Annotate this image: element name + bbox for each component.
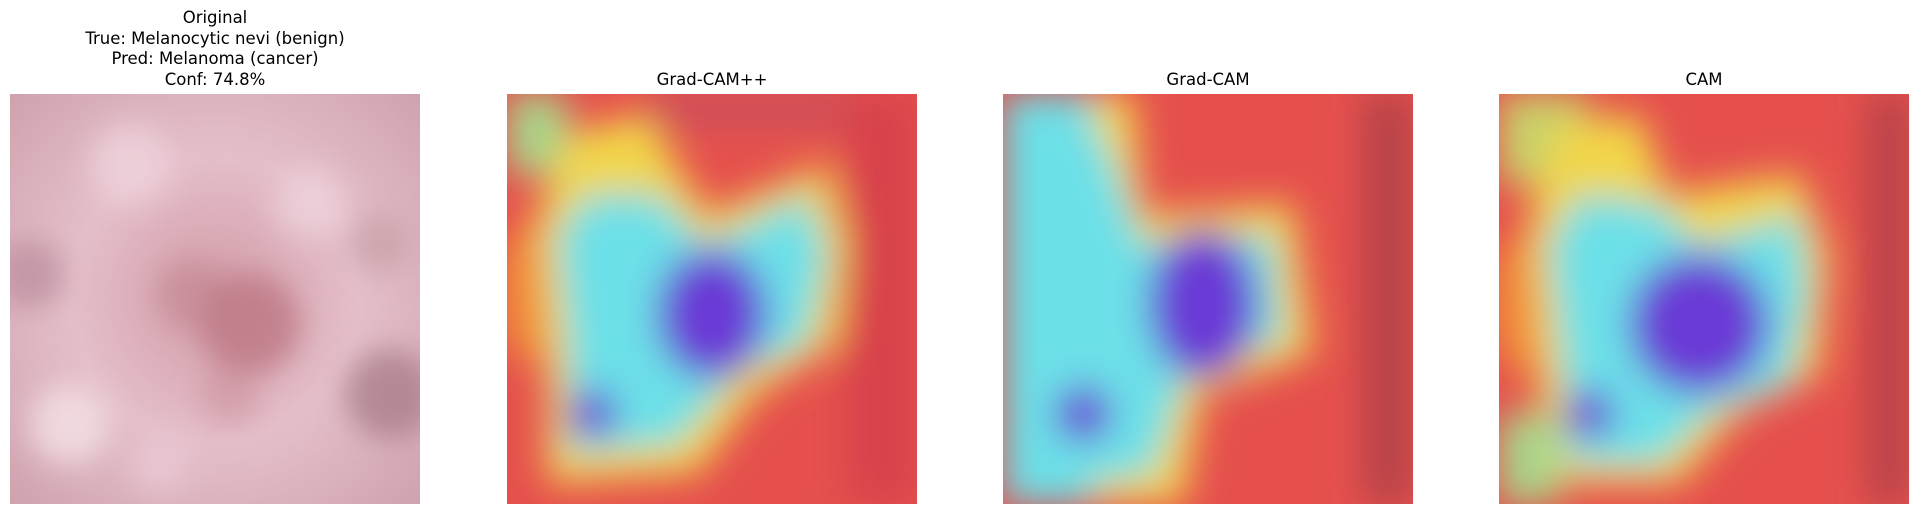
title-line-pred-label: Pred: Melanoma (cancer) [111, 49, 319, 68]
gradcampp-title: Grad-CAM++ [656, 70, 768, 89]
gradcampp-heatmap [507, 94, 917, 504]
gradcampp-heatmap-image [507, 94, 917, 504]
gradcam-heatmap [1003, 94, 1413, 504]
gradcam-title: Grad-CAM [1166, 70, 1250, 89]
original-title: Original True: Melanocytic nevi (benign)… [10, 8, 420, 90]
cam-title: CAM [1685, 70, 1723, 89]
cam-heatmap [1499, 94, 1909, 504]
gradcam-heatmap-image [1003, 94, 1413, 504]
title-line-original: Original [182, 8, 248, 27]
original-skin-image [10, 94, 420, 504]
original-image [10, 94, 420, 504]
title-line-confidence: Conf: 74.8% [164, 69, 266, 89]
title-line-true-label: True: Melanocytic nevi (benign) [85, 28, 345, 48]
cam-heatmap-image [1499, 94, 1909, 504]
